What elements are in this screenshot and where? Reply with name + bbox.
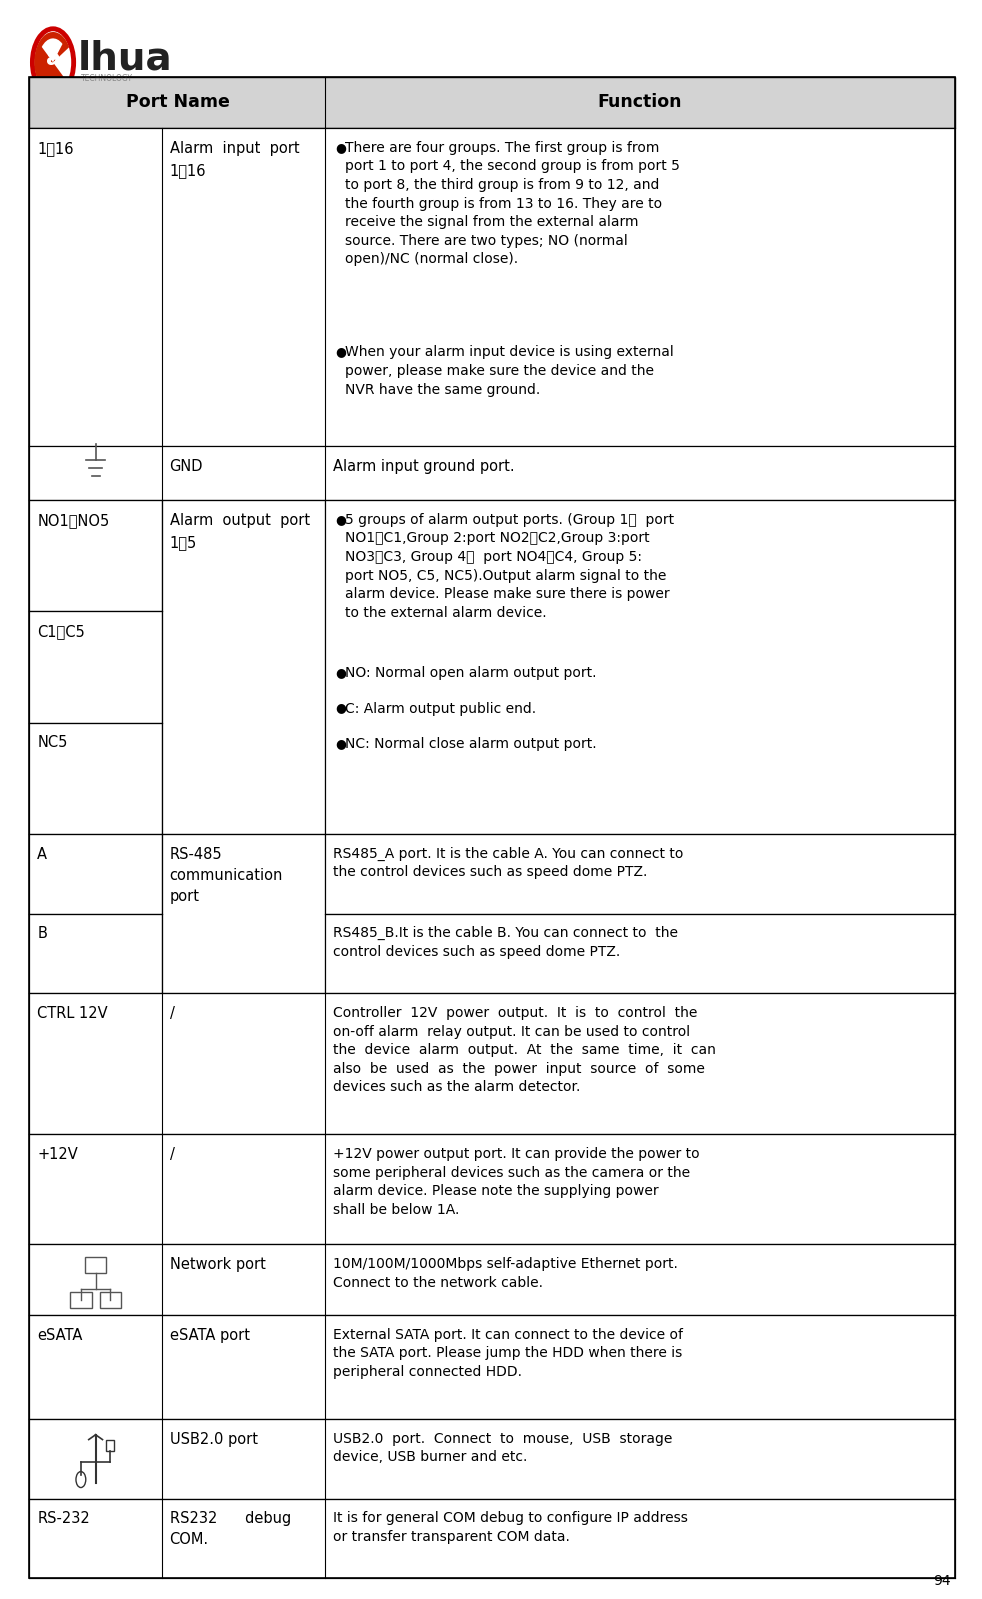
Text: RS-485
communication
port: RS-485 communication port [170, 847, 283, 903]
Text: Alarm  input  port
1～16: Alarm input port 1～16 [170, 141, 300, 177]
Text: +12V power output port. It can provide the power to
some peripheral devices such: +12V power output port. It can provide t… [333, 1146, 700, 1217]
Bar [29, 1418, 955, 1498]
Bar [84, 1257, 106, 1273]
Circle shape [32, 29, 74, 96]
Text: USB2.0  port.  Connect  to  mouse,  USB  storage
device, USB burner and etc.: USB2.0 port. Connect to mouse, USB stora… [333, 1431, 673, 1465]
Wedge shape [42, 38, 63, 62]
Text: ●: ● [335, 513, 347, 526]
Text: Function: Function [598, 93, 682, 112]
Text: External SATA port. It can connect to the device of
the SATA port. Please jump t: External SATA port. It can connect to th… [333, 1327, 683, 1378]
Bar [29, 1314, 955, 1418]
Bar [29, 1498, 955, 1578]
Text: RS-232: RS-232 [37, 1511, 90, 1527]
Text: ●: ● [335, 737, 347, 750]
Text: NC: Normal close alarm output port.: NC: Normal close alarm output port. [345, 737, 597, 750]
Text: +12V: +12V [37, 1146, 78, 1162]
Text: 10M/100M/1000Mbps self-adaptive Ethernet port.
Connect to the network cable.: 10M/100M/1000Mbps self-adaptive Ethernet… [333, 1257, 679, 1290]
Bar [99, 1292, 121, 1308]
Text: ●: ● [335, 702, 347, 715]
Bar [29, 1244, 955, 1314]
Text: Network port: Network port [170, 1257, 265, 1273]
Text: 5 groups of alarm output ports. (Group 1：  port
NO1～C1,Group 2:port NO2～C2,Group: 5 groups of alarm output ports. (Group 1… [345, 513, 675, 620]
Text: RS232      debug
COM.: RS232 debug COM. [170, 1511, 291, 1548]
Text: ●: ● [335, 141, 347, 154]
Text: When your alarm input device is using external
power, please make sure the devic: When your alarm input device is using ex… [345, 345, 674, 397]
Bar [325, 913, 955, 993]
Text: ●: ● [335, 345, 347, 358]
Text: /: / [170, 1146, 175, 1162]
Bar [29, 1134, 955, 1244]
Bar [106, 1439, 114, 1450]
Text: USB2.0 port: USB2.0 port [170, 1431, 257, 1447]
Text: C: Alarm output public end.: C: Alarm output public end. [345, 702, 536, 715]
Text: NO: Normal open alarm output port.: NO: Normal open alarm output port. [345, 667, 597, 680]
Text: Controller  12V  power  output.  It  is  to  control  the
on-off alarm  relay ou: Controller 12V power output. It is to co… [333, 1006, 716, 1094]
Bar [325, 835, 955, 913]
Bar [29, 723, 162, 835]
Bar [29, 128, 955, 446]
Text: a: a [45, 50, 61, 69]
Bar [162, 835, 325, 993]
Bar [29, 835, 162, 913]
Text: eSATA: eSATA [37, 1327, 82, 1343]
Text: Alarm input ground port.: Alarm input ground port. [333, 459, 515, 475]
Text: NO1～NO5: NO1～NO5 [37, 513, 110, 528]
Text: 1～16: 1～16 [37, 141, 74, 155]
Text: lhua: lhua [78, 40, 172, 78]
Text: TECHNOLOGY: TECHNOLOGY [81, 74, 133, 83]
Text: C1～C5: C1～C5 [37, 624, 85, 640]
Bar [70, 1292, 91, 1308]
Bar [29, 500, 162, 611]
Text: It is for general COM debug to configure IP address
or transfer transparent COM : It is for general COM debug to configure… [333, 1511, 688, 1545]
Text: 94: 94 [933, 1573, 951, 1588]
Text: B: B [37, 926, 47, 942]
Wedge shape [34, 32, 69, 93]
Text: RS485_B.It is the cable B. You can connect to  the
control devices such as speed: RS485_B.It is the cable B. You can conne… [333, 926, 679, 959]
Text: RS485_A port. It is the cable A. You can connect to
the control devices such as : RS485_A port. It is the cable A. You can… [333, 847, 683, 879]
Text: Port Name: Port Name [126, 93, 230, 112]
Text: There are four groups. The first group is from
port 1 to port 4, the second grou: There are four groups. The first group i… [345, 141, 680, 267]
Bar [29, 446, 955, 500]
Bar [29, 77, 955, 128]
Text: CTRL 12V: CTRL 12V [37, 1006, 108, 1022]
Text: eSATA port: eSATA port [170, 1327, 249, 1343]
Text: ●: ● [335, 667, 347, 680]
Bar [29, 913, 162, 993]
Text: GND: GND [170, 459, 203, 475]
Text: A: A [37, 847, 47, 862]
Text: /: / [170, 1006, 175, 1022]
Bar [162, 500, 325, 835]
Bar [29, 993, 955, 1134]
Bar [29, 611, 162, 723]
Bar [325, 500, 955, 835]
Text: Alarm  output  port
1～5: Alarm output port 1～5 [170, 513, 309, 550]
Text: NC5: NC5 [37, 736, 68, 750]
